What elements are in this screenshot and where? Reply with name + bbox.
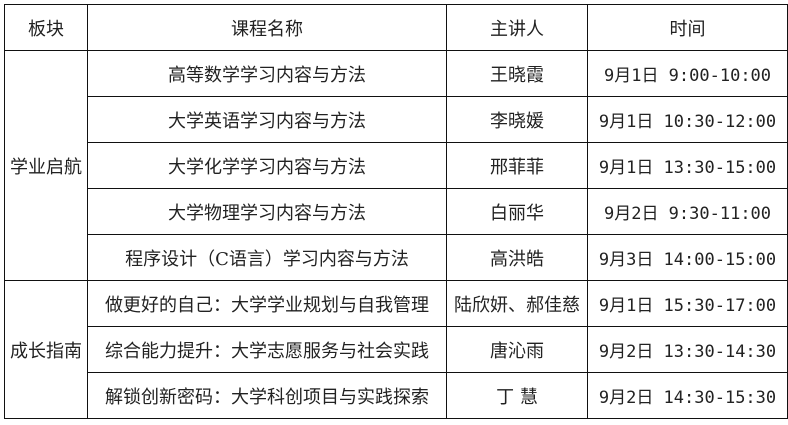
time: 9月1日 9:00-10:00 [587, 50, 788, 97]
time: 9月3日 14:00-15:00 [587, 234, 788, 281]
table-row: 综合能力提升：大学志愿服务与社会实践 唐沁雨 9月2日 13:30-14:30 [5, 326, 788, 373]
course-schedule-table: 板块 课程名称 主讲人 时间 学业启航 高等数学学习内容与方法 王晓霞 9月1日… [4, 4, 788, 419]
time: 9月2日 9:30-11:00 [587, 188, 788, 235]
table-row: 成长指南 做更好的自己：大学学业规划与自我管理 陆欣妍、郝佳慈 9月1日 15:… [4, 280, 788, 419]
course-name: 大学英语学习内容与方法 [87, 96, 447, 143]
header-time: 时间 [587, 4, 788, 51]
time: 9月1日 10:30-12:00 [587, 96, 788, 143]
header-section: 板块 [4, 4, 88, 51]
table-row: 大学英语学习内容与方法 李晓媛 9月1日 10:30-12:00 [5, 96, 788, 143]
course-name: 做更好的自己：大学学业规划与自我管理 [87, 280, 447, 327]
time: 9月1日 13:30-15:00 [587, 142, 788, 189]
course-name: 高等数学学习内容与方法 [87, 50, 447, 97]
speaker: 李晓媛 [446, 96, 588, 143]
header-row: 板块 课程名称 主讲人 时间 [4, 4, 788, 51]
course-name: 解锁创新密码：大学科创项目与实践探索 [87, 372, 447, 419]
speaker: 陆欣妍、郝佳慈 [446, 280, 588, 327]
speaker: 丁 慧 [446, 372, 588, 419]
section-name: 学业启航 [4, 50, 88, 281]
course-name: 程序设计（C语言）学习内容与方法 [87, 234, 447, 281]
table-row: 学业启航 高等数学学习内容与方法 王晓霞 9月1日 9:00-10:00 [4, 50, 788, 281]
speaker: 王晓霞 [446, 50, 588, 97]
header-speaker: 主讲人 [446, 4, 588, 51]
speaker: 唐沁雨 [446, 326, 588, 373]
speaker: 高洪皓 [446, 234, 588, 281]
course-name: 大学化学学习内容与方法 [87, 142, 447, 189]
table-row: 大学化学学习内容与方法 邢菲菲 9月1日 13:30-15:00 [5, 142, 788, 189]
header-course: 课程名称 [87, 4, 447, 51]
table-row: 解锁创新密码：大学科创项目与实践探索 丁 慧 9月2日 14:30-15:30 [5, 372, 788, 419]
table-row: 大学物理学习内容与方法 白丽华 9月2日 9:30-11:00 [5, 188, 788, 235]
time: 9月2日 14:30-15:30 [587, 372, 788, 419]
course-name: 大学物理学习内容与方法 [87, 188, 447, 235]
time: 9月1日 15:30-17:00 [587, 280, 788, 327]
time: 9月2日 13:30-14:30 [587, 326, 788, 373]
course-name: 综合能力提升：大学志愿服务与社会实践 [87, 326, 447, 373]
table-row: 程序设计（C语言）学习内容与方法 高洪皓 9月3日 14:00-15:00 [5, 234, 788, 281]
speaker: 白丽华 [446, 188, 588, 235]
section-name: 成长指南 [4, 280, 88, 419]
speaker: 邢菲菲 [446, 142, 588, 189]
